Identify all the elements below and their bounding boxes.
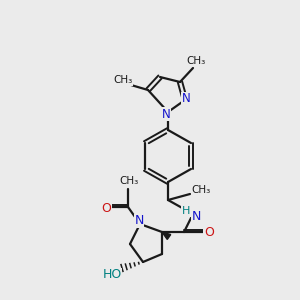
- Text: CH₃: CH₃: [113, 75, 133, 85]
- Text: O: O: [101, 202, 111, 214]
- Text: N: N: [191, 209, 201, 223]
- Text: O: O: [204, 226, 214, 239]
- Text: N: N: [134, 214, 144, 227]
- Text: CH₃: CH₃: [119, 176, 139, 186]
- Text: N: N: [182, 92, 190, 106]
- Polygon shape: [162, 232, 171, 239]
- Text: N: N: [162, 107, 170, 121]
- Text: CH₃: CH₃: [186, 56, 206, 66]
- Text: H: H: [182, 206, 190, 216]
- Text: CH₃: CH₃: [191, 185, 211, 195]
- Text: HO: HO: [102, 268, 122, 281]
